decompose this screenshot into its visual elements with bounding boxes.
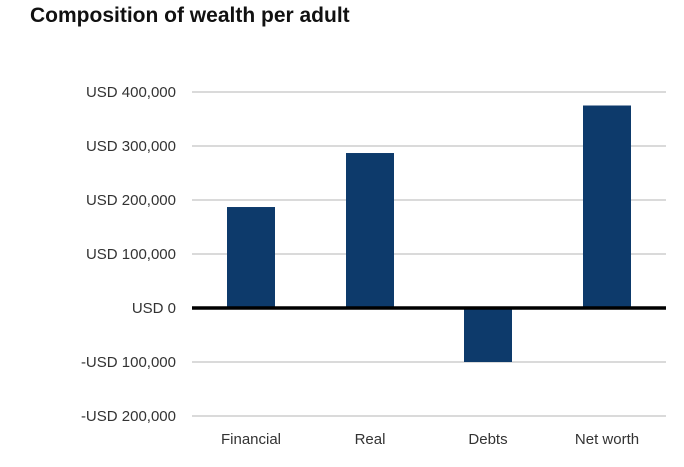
y-tick-label: USD 0	[132, 300, 176, 317]
x-axis-category-labels: Financial Real Debts Net worth	[221, 431, 639, 448]
x-category-label: Financial	[221, 431, 281, 448]
y-tick-label: USD 300,000	[86, 138, 176, 155]
bar-real	[346, 153, 394, 308]
y-tick-label: USD 400,000	[86, 84, 176, 101]
x-category-label: Real	[355, 431, 386, 448]
chart-title: Composition of wealth per adult	[30, 4, 350, 27]
bar-financial	[227, 207, 275, 308]
bars	[227, 105, 631, 362]
y-tick-label: -USD 100,000	[81, 354, 176, 371]
y-axis-tick-labels: USD 400,000 USD 300,000 USD 200,000 USD 100…	[81, 84, 176, 425]
x-category-label: Net worth	[575, 431, 639, 448]
bar-debts	[464, 308, 512, 362]
x-category-label: Debts	[468, 431, 507, 448]
y-tick-label: USD 100,000	[86, 246, 176, 263]
bar-net-worth	[583, 105, 631, 308]
y-tick-label: -USD 200,000	[81, 408, 176, 425]
y-tick-label: USD 200,000	[86, 192, 176, 209]
